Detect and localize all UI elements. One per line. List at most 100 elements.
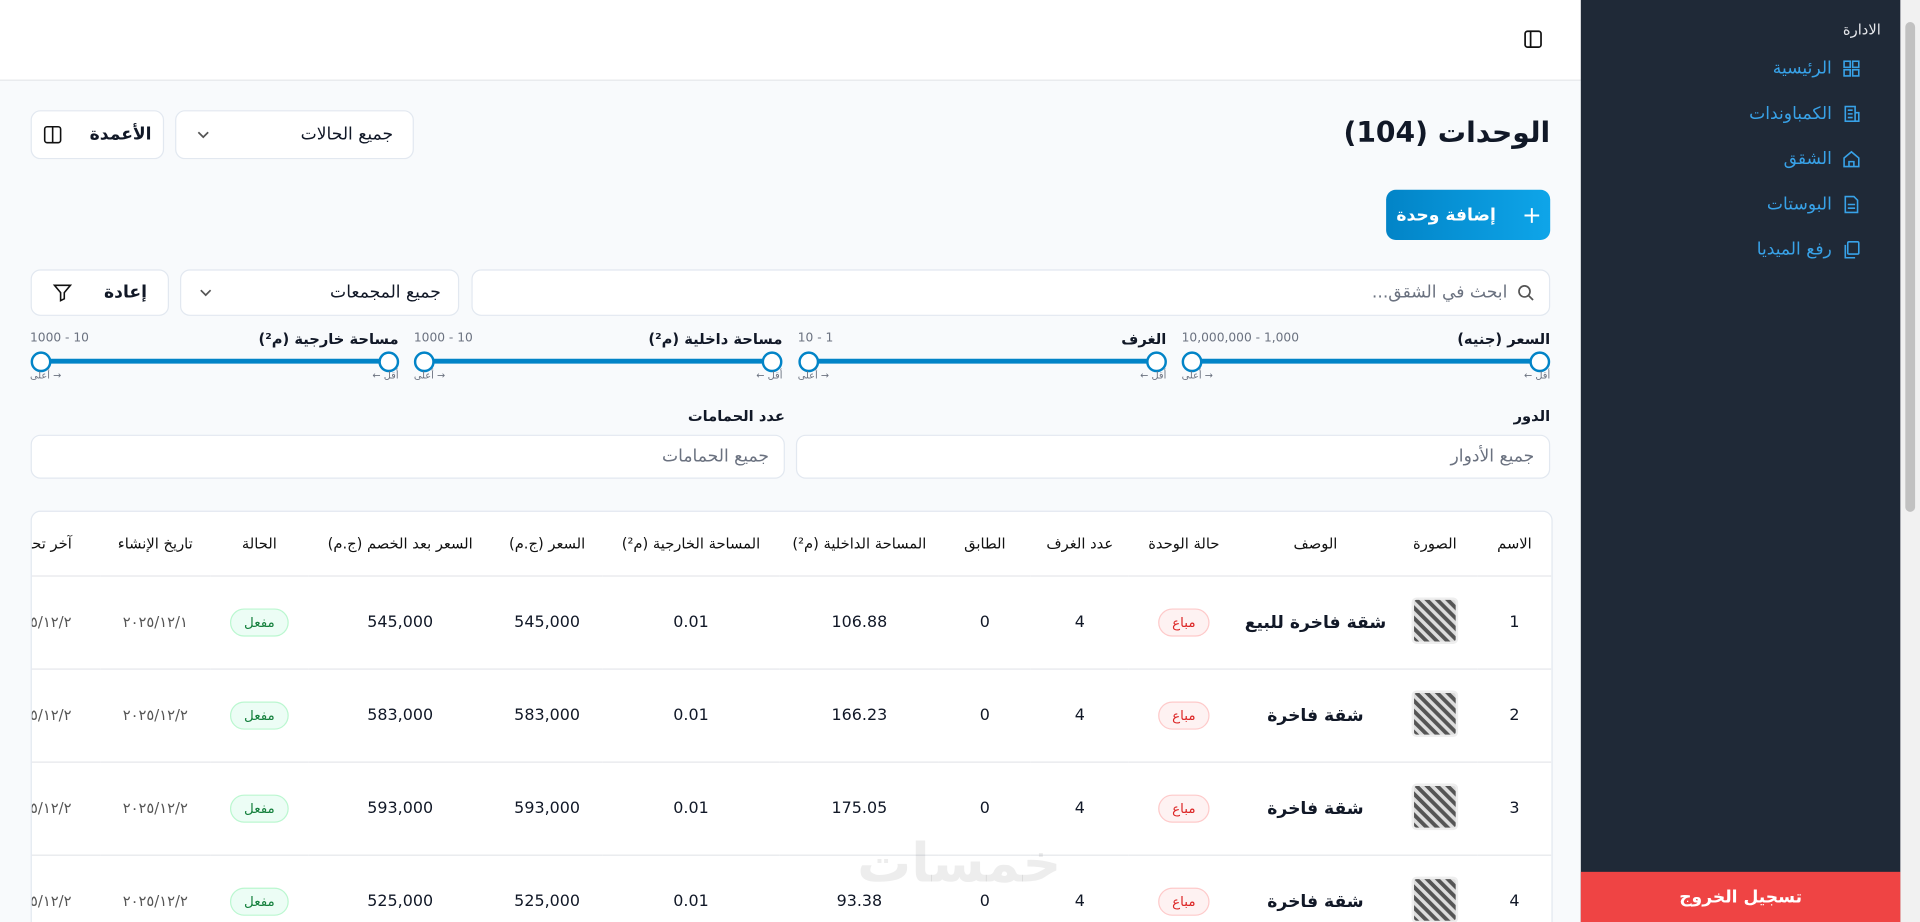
table-cell: 525,000 [308, 855, 493, 922]
unit-thumbnail [1411, 690, 1459, 737]
active-badge: مفعل [230, 887, 289, 916]
cell-text: شقة فاخرة [1267, 798, 1364, 819]
slider-knob[interactable] [30, 351, 51, 373]
sold-badge: مباع [1158, 794, 1210, 823]
nav-item[interactable]: الشقق [1784, 149, 1862, 169]
dropdown[interactable]: جميع الحمامات [30, 434, 785, 479]
reset-button[interactable]: إعادة [30, 269, 169, 316]
cell-text: 0.01 [673, 892, 709, 912]
slider-knob[interactable] [377, 351, 399, 373]
table-cell: 1 [1477, 576, 1552, 670]
dropdown-label: الدور [1513, 407, 1551, 425]
table-cell: مباع [1128, 576, 1240, 670]
dropdown[interactable]: جميع الأدوار [795, 434, 1551, 479]
table-cell: 0.01 [602, 855, 781, 922]
range-slider: الغرف 1 - 10 أقل ← → أعلى [797, 330, 1167, 385]
logout-button[interactable]: تسجيل الخروج [1580, 871, 1901, 922]
header-row: الاسم الصورة الوصف حالة الوحدة عدد الغرف الطا… [31, 511, 1552, 577]
table-cell: شقة فاخرة للبيع [1239, 576, 1393, 670]
scroll-thumb[interactable] [1905, 22, 1916, 512]
slider-knob[interactable] [797, 351, 819, 373]
dropdown-placeholder: جميع الأدوار [1450, 446, 1535, 467]
dropdown-placeholder: جميع الحمامات [661, 446, 769, 467]
table-cell: ٢٠٢٥/١٢/٢ [30, 762, 101, 856]
cell-text: شقة فاخرة للبيع [1244, 612, 1387, 633]
slider-knob[interactable] [1181, 351, 1203, 373]
dropdown-label: عدد الحمامات [687, 407, 785, 425]
slider-knob[interactable] [1529, 351, 1551, 373]
cell-text: ٢٠٢٥/١٢/٢ [30, 613, 72, 631]
nav-item[interactable]: الرئيسية [1772, 58, 1861, 79]
cell-text: 1 [1509, 613, 1520, 632]
table-cell: 593,000 [492, 762, 603, 856]
nav-icon [1844, 105, 1860, 123]
nav-item[interactable]: الكمباوندات [1749, 104, 1861, 124]
cell-text: 545,000 [367, 613, 434, 632]
column-header: آخر تحديث [31, 511, 101, 577]
chevron [200, 289, 212, 297]
sold-badge: مباع [1158, 608, 1210, 637]
slider-min-hint: أقل ← [1140, 369, 1167, 381]
table-cell: 0 [939, 762, 1032, 856]
unit-thumbnail [1411, 783, 1459, 830]
plus-icon [1524, 207, 1539, 223]
columns-button[interactable]: الأعمدة [30, 110, 165, 160]
cell-text: ٢٠٢٥/١٢/٢ [30, 799, 72, 817]
table-cell: شقة فاخرة [1239, 855, 1393, 922]
table-cell: 0.01 [602, 576, 781, 670]
table-cell: 106.88 [780, 576, 940, 670]
nav-icon [1843, 150, 1860, 168]
column-header: الوصف [1239, 511, 1393, 577]
slider-knob[interactable] [761, 351, 783, 373]
cell-text: 525,000 [367, 892, 434, 912]
slider-knob[interactable] [1145, 351, 1167, 373]
status-filter[interactable]: جميع الحالات [175, 110, 414, 160]
sidebar-toggle[interactable] [1523, 29, 1543, 49]
cell-text: 166.23 [831, 706, 888, 725]
slider-min-hint: أقل ← [1524, 369, 1551, 381]
slider-max-hint: → أعلى [30, 369, 62, 381]
slider-label: الغرف [1121, 330, 1167, 348]
nav-label: البوستات [1766, 194, 1832, 215]
range-slider: مساحة داخلية (م²) 10 - 1000 أقل ← → أعلى [413, 331, 783, 385]
unit-thumbnail [1411, 876, 1459, 922]
search-icon [1518, 285, 1534, 301]
cell-text: 2 [1509, 706, 1520, 725]
column-header: السعر بعد الخصم (ج.م) [308, 511, 493, 577]
columns-icon [44, 125, 62, 144]
table-cell: شقة فاخرة [1239, 762, 1393, 856]
cell-text: 525,000 [514, 892, 581, 912]
nav-item[interactable]: البوستات [1766, 194, 1861, 215]
columns-text: الأعمدة [89, 124, 152, 145]
column-header: المساحة الخارجية (م²) [602, 511, 781, 577]
table-cell: مباع [1128, 762, 1240, 856]
table-cell: مفعل [210, 669, 309, 763]
table-cell [1392, 669, 1478, 763]
table-cell: 0 [939, 855, 1032, 922]
cell-text: 0 [980, 706, 991, 725]
table-cell: 3 [1477, 762, 1552, 856]
slider-knob[interactable] [413, 351, 435, 373]
table-cell: ٢٠٢٥/١٢/٢ [100, 855, 211, 922]
cell-text: 0.01 [673, 799, 709, 818]
slider-min-hint: أقل ← [756, 369, 783, 381]
range-slider: مساحة خارجية (م²) 10 - 1000 أقل ← → أعلى [30, 331, 399, 385]
table-cell: 545,000 [492, 576, 603, 670]
sold-badge: مباع [1158, 887, 1210, 916]
table-cell: شقة فاخرة [1239, 669, 1393, 763]
search-input[interactable]: ابحث في الشقق... [471, 269, 1551, 316]
table-row: 2 شقة فاخرة مباع 4 0 166.23 0.01 583,000 583,000… [31, 669, 1552, 763]
table-cell: 93.38 [780, 855, 940, 922]
nav-item[interactable]: رفع الميديا [1757, 240, 1862, 260]
column-header: السعر (ج.م) [492, 511, 603, 577]
add-unit-button[interactable]: إضافة وحدة [1386, 189, 1551, 241]
cell-text: 0.01 [673, 706, 709, 725]
table-cell: 4 [1031, 762, 1129, 856]
table-head: الاسم الصورة الوصف حالة الوحدة عدد الغرف الطا… [31, 511, 1552, 577]
compound-filter[interactable]: جميع المجمعات [180, 269, 460, 316]
slider-range: 1,000 - 10,000,000 [1181, 331, 1300, 346]
cell-text: 4 [1074, 799, 1086, 818]
nav-label: الرئيسية [1772, 58, 1832, 79]
table-cell: ٢٠٢٥/١٢/٢ [100, 669, 211, 763]
